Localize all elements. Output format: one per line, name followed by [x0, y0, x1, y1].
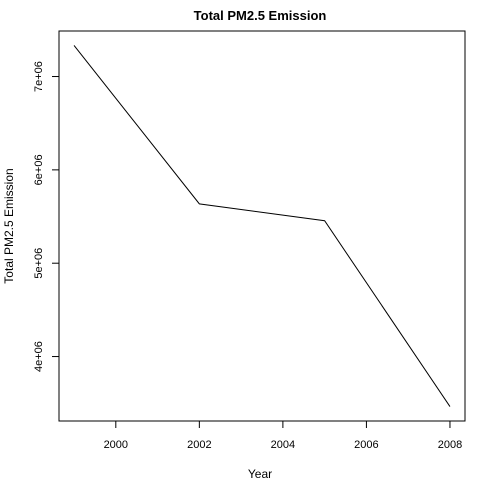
plot-frame	[58, 30, 466, 422]
x-tick-label: 2004	[271, 439, 295, 451]
x-axis: 2000 2002 2004 2006 2008	[104, 421, 462, 451]
y-tick-label: 5e+06	[33, 248, 45, 279]
y-axis-label: Total PM2.5 Emission	[2, 168, 16, 283]
y-axis: 4e+06 5e+06 6e+06 7e+06	[33, 61, 59, 372]
y-tick-label: 6e+06	[33, 154, 45, 185]
series-layer	[73, 45, 451, 407]
x-tick-label: 2002	[187, 439, 211, 451]
y-tick-label: 7e+06	[33, 61, 45, 92]
y-tick-label: 4e+06	[33, 341, 45, 372]
x-tick-label: 2000	[104, 439, 128, 451]
chart-title: Total PM2.5 Emission	[194, 8, 327, 23]
x-tick-label: 2006	[354, 439, 378, 451]
x-tick-label: 2008	[438, 439, 462, 451]
x-axis-label: Year	[248, 467, 272, 480]
series-line	[73, 45, 451, 407]
